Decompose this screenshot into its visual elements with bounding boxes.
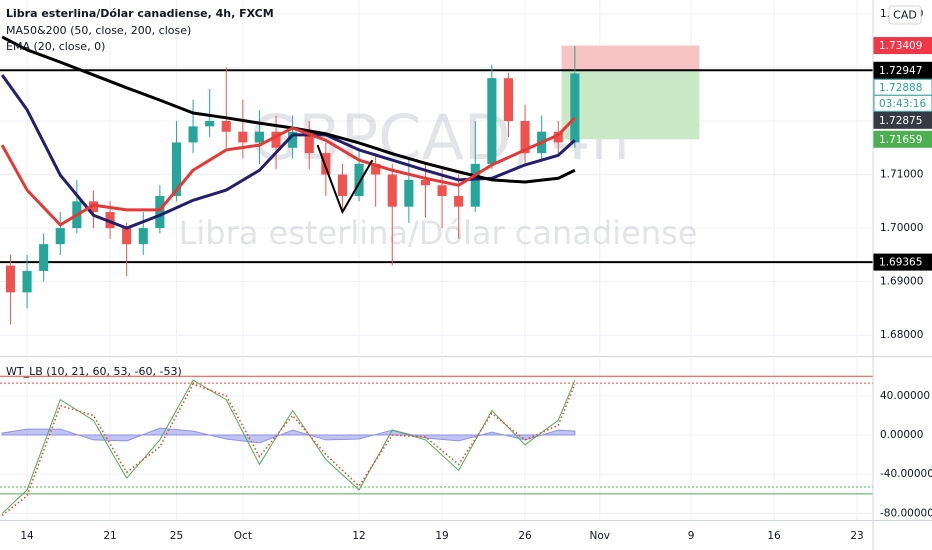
chart-title: Libra esterlina/Dólar canadiense, 4h, FX… [6, 7, 274, 20]
x-tick-label: 19 [435, 530, 448, 542]
x-tick-label: 26 [518, 530, 532, 542]
indicator-title: WT_LB (10, 21, 60, 53, -60, -53) [6, 365, 182, 378]
countdown: 03:43:16 [879, 98, 926, 110]
level-price-label: 1.69365 [879, 257, 922, 269]
main-pane [0, 35, 873, 325]
marker-price-label-box [873, 111, 932, 129]
candle-body [39, 244, 49, 271]
x-tick-label: Oct [234, 530, 252, 542]
stop-price-label: 1.73409 [879, 40, 922, 52]
x-tick-label: 12 [352, 530, 365, 542]
candle-body [354, 163, 364, 196]
indicator-line [1, 383, 576, 517]
study-legend: EMA (20, close, 0) [6, 40, 105, 53]
y-tick-label: 1.69000 [880, 276, 923, 288]
candle-body [304, 131, 314, 154]
y-tick-label: 0.00000 [880, 429, 923, 441]
candle-body [520, 121, 530, 154]
candle-body [454, 195, 464, 207]
candle-body [122, 228, 132, 245]
candle-body [271, 131, 281, 148]
indicator-line [1, 379, 576, 514]
level-price-label: 1.72947 [879, 65, 922, 77]
y-tick-label: 1.71000 [880, 169, 923, 181]
study-line [0, 116, 576, 227]
study-legend: MA50&200 (50, close, 200, close) [6, 24, 191, 37]
candle-body [288, 131, 298, 148]
target-zone [561, 70, 700, 140]
candle-body [371, 163, 381, 175]
candle-body [387, 174, 397, 207]
currency-label[interactable]: CAD [893, 9, 917, 22]
candle-body [138, 228, 148, 245]
y-tick-label: -80.00000 [880, 507, 932, 519]
candle-body [570, 73, 580, 143]
candle-body [337, 174, 348, 196]
x-tick-label: Nov [590, 530, 611, 542]
candle-body [55, 228, 65, 245]
candle-body [155, 195, 165, 229]
candle-body [254, 131, 265, 143]
countdown-box [873, 94, 932, 112]
x-tick-label: 23 [850, 530, 863, 542]
marker-price-label: 1.72875 [879, 115, 922, 127]
y-tick-label: 1.70000 [880, 222, 923, 234]
stop-zone [561, 45, 700, 71]
level-price-label-box [873, 61, 932, 79]
x-tick-label: 16 [767, 530, 781, 542]
y-tick-label: 40.00000 [880, 390, 930, 402]
x-tick-label: 14 [20, 530, 34, 542]
candle-body [5, 265, 16, 293]
target-price-label-box [873, 130, 932, 148]
grid-layer [0, 0, 873, 520]
candle-body [171, 142, 182, 196]
price-labels: 1.73409 1.72947 1.72888 03:43:16 1.72875 1.71… [873, 37, 932, 271]
level-price-label-box [873, 253, 932, 271]
stop-price-label-box [873, 37, 932, 55]
x-tick-label: 25 [170, 530, 183, 542]
candle-body [470, 163, 480, 207]
watermark-subtitle: Libra esterlina/Dólar canadiense [179, 214, 698, 252]
target-price-label: 1.71659 [879, 134, 922, 146]
candle-body [221, 121, 231, 132]
trend-drawing [316, 144, 374, 215]
candle-body [22, 270, 32, 293]
candle-body [205, 121, 215, 127]
candle-body [321, 153, 331, 175]
axis-layer: 1.680001.690001.700001.710001.720001.730… [20, 8, 932, 542]
indicator-pane [0, 375, 873, 517]
x-tick-label: 21 [103, 530, 116, 542]
study-line [0, 74, 576, 230]
candle-body [487, 78, 497, 164]
candle-body [503, 78, 514, 122]
currency-badge[interactable] [888, 5, 922, 25]
x-tick-label: 9 [688, 530, 695, 542]
candle-body [553, 131, 563, 143]
y-tick-label: 1.68000 [880, 329, 923, 341]
candle-body [188, 126, 198, 143]
candle-body [404, 179, 414, 207]
candle-body [420, 179, 431, 186]
candle-body [437, 185, 447, 196]
last-price-label: 1.72888 [879, 82, 922, 94]
y-tick-label: -40.00000 [880, 468, 932, 480]
candle-body [238, 131, 248, 143]
